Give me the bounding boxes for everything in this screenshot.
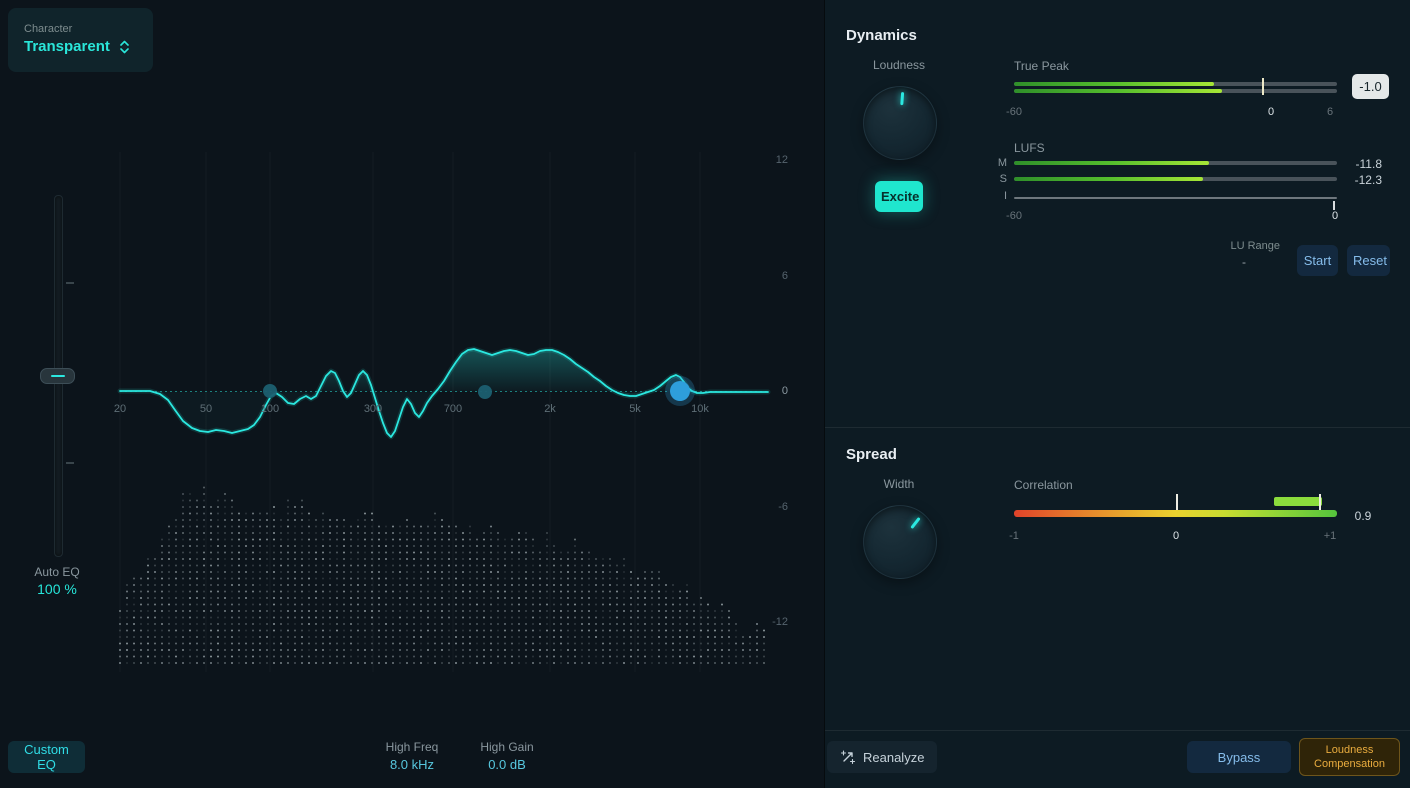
eq-node[interactable]: [478, 385, 492, 399]
auto-eq-label: Auto EQ: [34, 565, 80, 579]
custom-eq-button[interactable]: Custom EQ: [8, 741, 85, 773]
gain-tick-label: -12: [772, 616, 788, 628]
character-value: Transparent: [24, 38, 110, 55]
slider-tick: [66, 462, 74, 464]
slider-tick: [66, 282, 74, 284]
gain-tick-label: 6: [781, 270, 788, 282]
high-gain-value[interactable]: 0.0 dB: [488, 757, 526, 772]
corr-scale-max: +1: [1323, 530, 1337, 542]
lufs-row-label-s: S: [999, 173, 1007, 185]
knob-pointer-icon: [862, 85, 939, 162]
eq-node[interactable]: [263, 384, 277, 398]
right-panel: Dynamics Loudness Excite True Peak -60 0…: [825, 0, 1410, 788]
freq-tick-label: 10k: [691, 403, 709, 415]
width-knob[interactable]: [863, 505, 937, 579]
lu-range-label: LU Range: [1230, 240, 1280, 252]
gain-axis: 12 6 0 -6 -12: [758, 0, 792, 788]
lufs-zero-tick: [1333, 201, 1335, 210]
tp-scale-zero: 0: [1267, 106, 1275, 118]
true-peak-fill-l: [1014, 82, 1214, 86]
excite-button[interactable]: Excite: [875, 181, 923, 212]
lufs-fill-s: [1014, 177, 1203, 181]
dynamics-title: Dynamics: [846, 27, 917, 44]
spread-title: Spread: [846, 446, 897, 463]
true-peak-zero-tick: [1262, 78, 1264, 95]
lufs-label: LUFS: [1014, 141, 1045, 155]
freq-tick-label: 5k: [629, 403, 641, 415]
corr-scale-zero: 0: [1172, 530, 1180, 542]
loudness-knob[interactable]: [863, 86, 937, 160]
start-button[interactable]: Start: [1297, 245, 1338, 276]
width-label: Width: [883, 477, 915, 491]
reanalyze-label: Reanalyze: [863, 749, 925, 765]
high-freq-label: High Freq: [385, 740, 439, 754]
lufs-row-label-i: I: [1003, 190, 1007, 202]
lufs-meter-m: [1014, 161, 1337, 165]
true-peak-fill-r: [1014, 89, 1222, 93]
correlation-meter: [1014, 510, 1337, 517]
high-freq-value[interactable]: 8.0 kHz: [389, 757, 435, 772]
freq-tick-label: 50: [200, 403, 212, 415]
corr-scale-min: -1: [1009, 530, 1019, 542]
true-peak-value-badge: -1.0: [1352, 74, 1389, 99]
lufs-scale-zero: 0: [1331, 210, 1339, 222]
high-gain-label: High Gain: [480, 740, 534, 754]
correlation-label: Correlation: [1014, 478, 1073, 492]
lufs-meter-s: [1014, 177, 1337, 181]
lufs-fill-m: [1014, 161, 1209, 165]
freq-tick-label: 700: [444, 403, 462, 415]
section-divider: [825, 427, 1410, 428]
lufs-value-m: -11.8: [1355, 157, 1382, 171]
gain-tick-label: 12: [775, 154, 788, 166]
true-peak-meter-l: [1014, 82, 1337, 86]
gain-tick-label: -6: [778, 501, 788, 513]
slider-handle[interactable]: [40, 368, 75, 384]
lufs-row-label-m: M: [997, 157, 1007, 169]
true-peak-label: True Peak: [1014, 59, 1069, 73]
correlation-range-indicator: [1274, 497, 1322, 506]
auto-eq-slider[interactable]: [40, 190, 76, 565]
freq-tick-label: 2k: [544, 403, 556, 415]
tp-scale-max: 6: [1326, 106, 1334, 118]
character-label: Character: [24, 23, 73, 35]
loudness-label: Loudness: [872, 58, 926, 72]
reset-button[interactable]: Reset: [1347, 245, 1390, 276]
correlation-zero-tick: [1176, 494, 1178, 510]
bypass-button[interactable]: Bypass: [1187, 741, 1291, 773]
freq-tick-label: 300: [364, 403, 382, 415]
character-selector[interactable]: Character Transparent: [8, 8, 153, 72]
true-peak-meter-r: [1014, 89, 1337, 93]
reanalyze-button[interactable]: Reanalyze: [827, 741, 938, 773]
loudness-compensation-button[interactable]: Loudness Compensation: [1299, 738, 1400, 776]
lufs-scale-min: -60: [1006, 210, 1022, 222]
lu-range-value: -: [1242, 255, 1246, 269]
correlation-value-tick: [1319, 494, 1321, 510]
chevron-updown-icon: [120, 40, 129, 53]
freq-tick-label: 100: [261, 403, 279, 415]
gain-tick-label: 0: [781, 385, 788, 397]
freq-tick-label: 20: [114, 403, 126, 415]
footer-divider: [825, 730, 1410, 731]
lufs-value-s: -12.3: [1354, 173, 1382, 187]
eq-node-selected[interactable]: [670, 381, 690, 401]
eq-display[interactable]: 20 50 100 300 700 2k 5k 10k: [0, 140, 810, 700]
wand-sparkle-icon: [840, 750, 856, 765]
knob-pointer-icon: [849, 491, 950, 592]
auto-eq-value[interactable]: 100 %: [37, 581, 77, 597]
tp-scale-min: -60: [1006, 106, 1022, 118]
lufs-meter-i: [1014, 197, 1337, 199]
correlation-value: 0.9: [1354, 509, 1372, 523]
